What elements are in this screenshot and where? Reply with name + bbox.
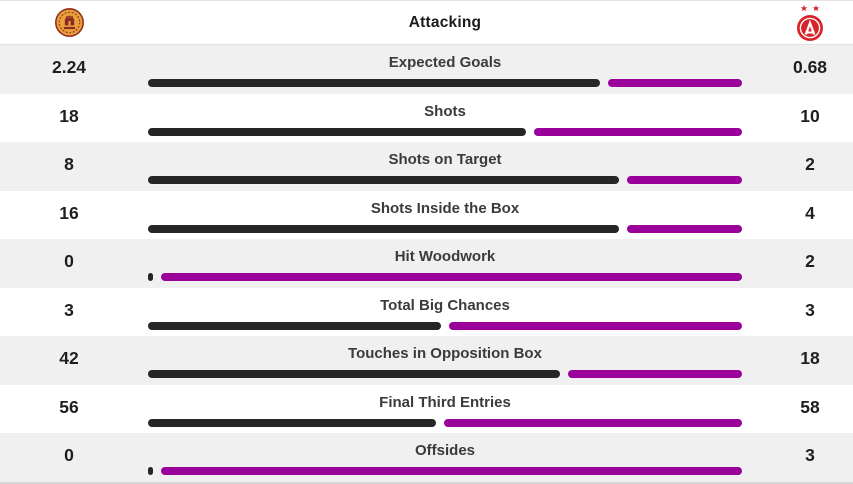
stat-row-shots-on-target: 8 Shots on Target 2 — [0, 142, 853, 191]
away-value: 2 — [805, 251, 815, 272]
away-value: 3 — [805, 299, 815, 320]
away-value: 4 — [805, 202, 815, 223]
away-bar — [449, 321, 742, 330]
away-value: 18 — [800, 348, 820, 369]
stat-row-total-big-chances: 3 Total Big Chances 3 — [0, 287, 853, 336]
away-value: 3 — [805, 445, 815, 466]
stat-bars — [148, 127, 742, 136]
away-bar — [161, 273, 742, 282]
home-value: 42 — [59, 348, 79, 369]
stat-label: Shots — [424, 102, 466, 120]
stat-row-shots: 18 Shots 10 — [0, 93, 853, 142]
home-bar — [148, 418, 436, 427]
away-bar — [607, 79, 742, 88]
away-team-crest — [742, 4, 853, 42]
home-bar — [148, 79, 600, 88]
section-header: Attacking — [0, 1, 853, 45]
stat-label: Final Third Entries — [379, 393, 511, 411]
away-value: 10 — [800, 105, 820, 126]
stat-label: Offsides — [414, 442, 475, 460]
aberdeen-crest-icon — [797, 4, 823, 41]
home-value: 56 — [59, 396, 79, 417]
home-bar — [148, 321, 441, 330]
stat-label: Total Big Chances — [380, 296, 510, 314]
home-bar — [148, 127, 526, 136]
away-value: 0.68 — [792, 57, 828, 78]
stat-label: Shots on Target — [388, 151, 502, 169]
away-bar — [533, 127, 742, 136]
away-value: 2 — [805, 154, 815, 175]
stat-row-final-third-entries: 56 Final Third Entries 58 — [0, 384, 853, 433]
home-value: 0 — [64, 445, 74, 466]
stat-bars — [148, 224, 742, 233]
home-bar — [148, 176, 620, 185]
stat-row-expected-goals: 2.24 Expected Goals 0.68 — [0, 45, 853, 94]
home-bar — [148, 224, 620, 233]
stat-bars — [148, 370, 742, 379]
stat-bars — [148, 321, 742, 330]
home-bar — [148, 370, 560, 379]
home-value: 18 — [59, 105, 79, 126]
stat-row-touches-in-opposition-box: 42 Touches in Opposition Box 18 — [0, 336, 853, 385]
away-bar — [627, 176, 742, 185]
stat-bars — [148, 467, 742, 476]
home-value: 16 — [59, 202, 79, 223]
stat-bars — [148, 176, 742, 185]
stat-label: Shots Inside the Box — [370, 199, 520, 217]
stat-bars — [148, 418, 742, 427]
stat-label: Hit Woodwork — [394, 248, 496, 266]
home-value: 8 — [64, 154, 74, 175]
away-value: 58 — [800, 396, 820, 417]
stat-row-hit-woodwork: 0 Hit Woodwork 2 — [0, 239, 853, 288]
stat-bars — [148, 273, 742, 282]
away-bar — [567, 370, 742, 379]
away-bar — [443, 418, 742, 427]
home-value: 3 — [64, 299, 74, 320]
home-bar — [148, 273, 153, 282]
stat-label: Touches in Opposition Box — [348, 345, 542, 363]
away-bar — [627, 224, 742, 233]
section-title: Attacking — [408, 13, 482, 31]
home-value: 2.24 — [51, 57, 87, 78]
home-team-crest — [0, 7, 148, 38]
motherwell-crest-icon — [54, 7, 84, 38]
home-bar — [148, 467, 153, 476]
stats-rows: 2.24 Expected Goals 0.68 18 Shots 10 — [0, 45, 853, 482]
stat-bars — [148, 79, 742, 88]
away-bar — [161, 467, 742, 476]
home-value: 0 — [64, 251, 74, 272]
stat-row-offsides: 0 Offsides 3 — [0, 433, 853, 482]
stat-label: Expected Goals — [388, 54, 502, 72]
stat-row-shots-inside-box: 16 Shots Inside the Box 4 — [0, 190, 853, 239]
